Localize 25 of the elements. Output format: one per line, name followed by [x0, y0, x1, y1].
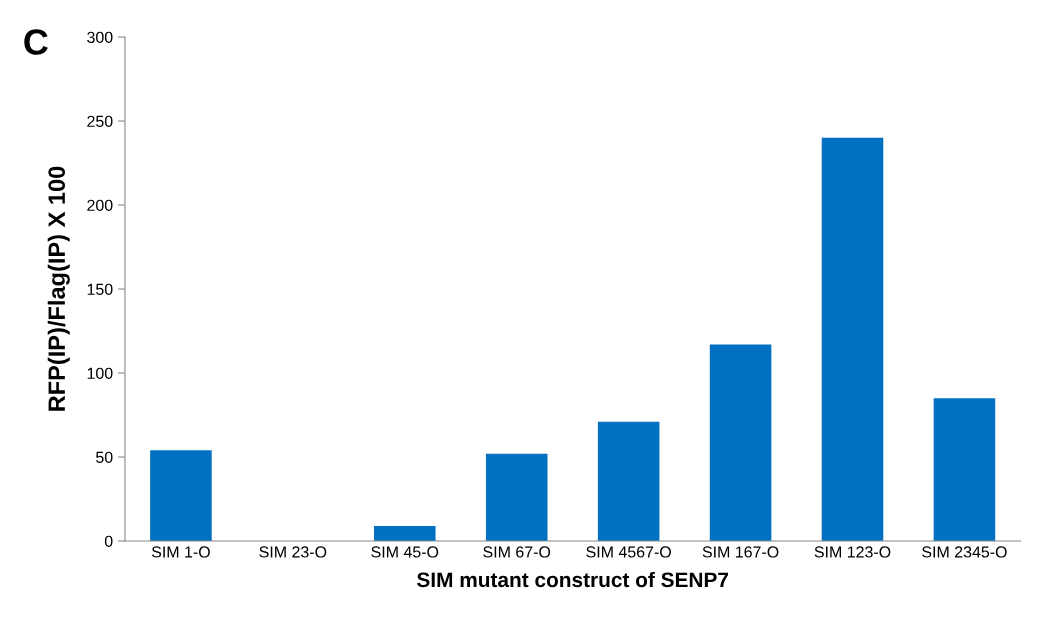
bar — [485, 453, 548, 542]
y-axis-title: RFP(IP)/Flag(IP) X 100 — [47, 166, 70, 411]
bar — [821, 137, 884, 542]
x-axis-title: SIM mutant construct of SENP7 — [417, 571, 729, 588]
x-tick-label: SIM 2345-O — [922, 546, 1007, 558]
y-tick-label: 250 — [87, 115, 113, 127]
x-tick-label: SIM 23-O — [259, 546, 327, 558]
bar — [933, 398, 996, 542]
bar — [374, 525, 436, 542]
x-tick-label: SIM 45-O — [371, 546, 439, 558]
y-tick-label: 300 — [87, 31, 113, 43]
x-tick-label: SIM 1-O — [151, 546, 210, 558]
x-tick-label: SIM 123-O — [814, 546, 891, 558]
x-tick-label: SIM 4567-O — [586, 546, 671, 558]
y-tick-label: 150 — [87, 283, 113, 295]
x-tick-label: SIM 67-O — [483, 546, 551, 558]
text: C — [24, 29, 48, 55]
x-tick-label: SIM 167-O — [702, 546, 779, 558]
y-tick-label: 0 — [104, 535, 113, 547]
y-tick-label: 200 — [87, 199, 113, 211]
y-tick-label: 50 — [96, 451, 113, 463]
bar — [709, 344, 772, 542]
y-tick-label: 100 — [87, 367, 113, 379]
bar — [597, 421, 660, 542]
bar — [150, 450, 212, 542]
